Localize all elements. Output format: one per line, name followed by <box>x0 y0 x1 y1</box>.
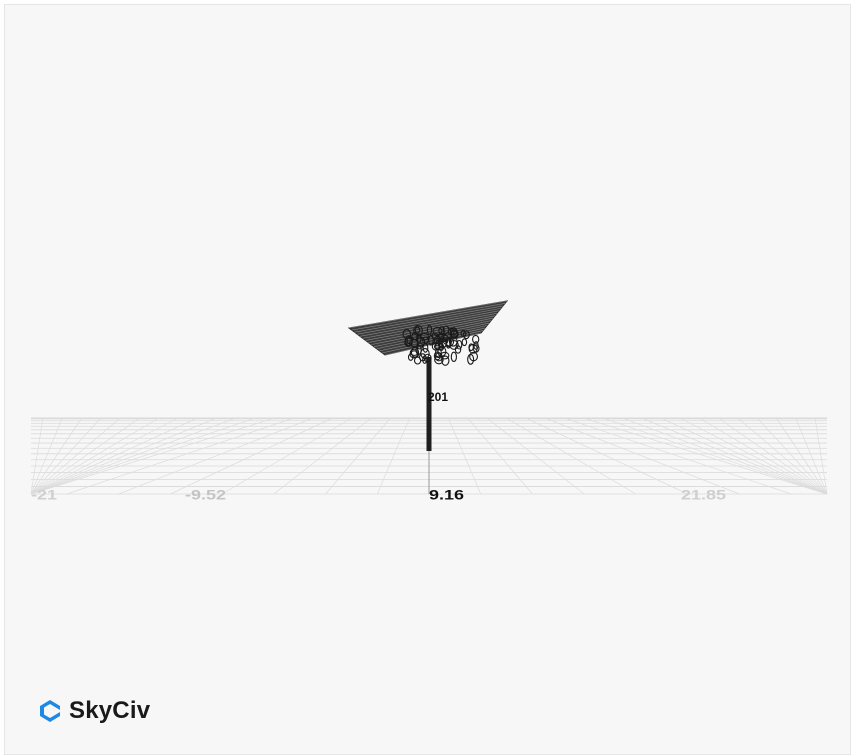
skyciv-logo: SkyCiv <box>37 697 150 725</box>
axis-tick-label: 9.16 <box>429 487 465 503</box>
structure-3d-scene[interactable]: 201 <box>5 5 851 755</box>
node-label-cluster <box>402 324 480 366</box>
member-label: 201 <box>428 390 448 404</box>
axis-tick-label: -21 <box>31 487 58 503</box>
skyciv-logo-icon <box>40 700 60 722</box>
ground-grid <box>30 417 828 495</box>
model-viewport[interactable]: 201 -21 -9.52 9.16 21.85 SkyCiv <box>4 4 851 755</box>
brand-name: SkyCiv <box>69 697 151 724</box>
axis-tick-label: -9.52 <box>185 487 227 503</box>
axis-tick-label: 21.85 <box>681 487 727 503</box>
column-member[interactable] <box>426 357 432 451</box>
